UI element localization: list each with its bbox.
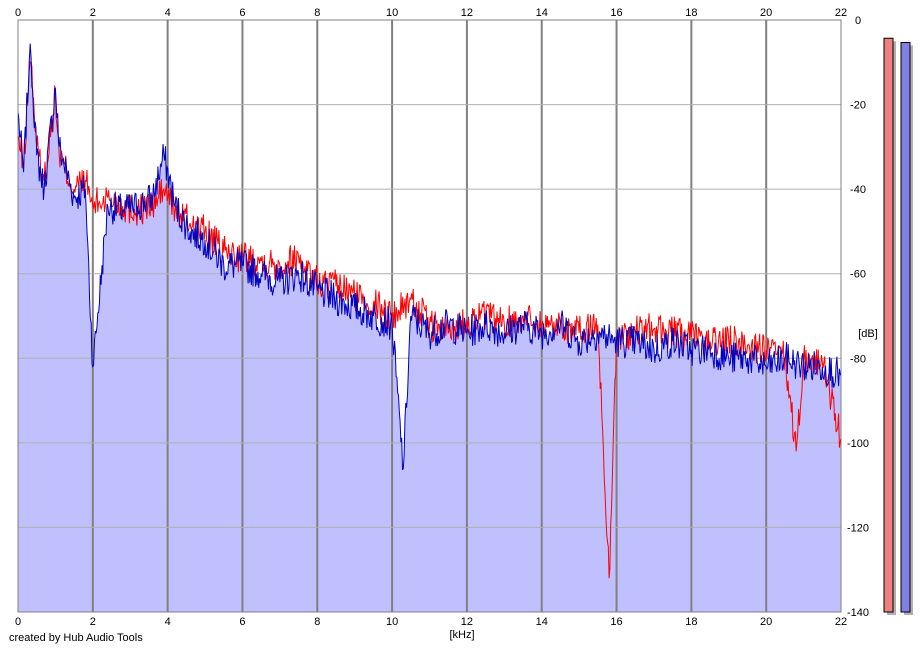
plot-border <box>17 19 842 613</box>
y-tick-label: -60 <box>850 269 866 281</box>
level-meter-blue <box>900 41 911 613</box>
x-tick-label-top: 10 <box>386 7 398 19</box>
x-tick-label-bottom: 18 <box>685 616 697 628</box>
y-tick-label: -20 <box>850 100 866 112</box>
x-tick-label-top: 6 <box>239 7 245 19</box>
x-tick-label-top: 16 <box>610 7 622 19</box>
x-tick-label-top: 8 <box>314 7 320 19</box>
x-axis-label: [kHz] <box>449 629 474 641</box>
x-tick-label-top: 2 <box>90 7 96 19</box>
level-meter-red <box>883 37 894 613</box>
y-axis-label: [dB] <box>858 328 878 340</box>
x-tick-label-bottom: 6 <box>239 616 245 628</box>
x-tick-label-bottom: 14 <box>536 616 548 628</box>
y-tick-label: -120 <box>847 522 869 534</box>
x-tick-label-bottom: 0 <box>15 616 21 628</box>
x-tick-label-bottom: 10 <box>386 616 398 628</box>
x-tick-label-bottom: 4 <box>165 616 171 628</box>
credit-text: created by Hub Audio Tools <box>9 632 143 644</box>
series-line-blue <box>18 43 841 471</box>
x-tick-label-bottom: 20 <box>760 616 772 628</box>
x-tick-label-bottom: 16 <box>610 616 622 628</box>
x-tick-label-top: 4 <box>165 7 171 19</box>
x-tick-label-top: 22 <box>835 7 847 19</box>
x-tick-label-bottom: 8 <box>314 616 320 628</box>
y-tick-label: -140 <box>847 607 869 619</box>
y-tick-label: -80 <box>850 353 866 365</box>
x-tick-label-bottom: 22 <box>835 616 847 628</box>
x-tick-label-top: 18 <box>685 7 697 19</box>
x-tick-label-top: 12 <box>461 7 473 19</box>
series-line-red <box>18 61 841 579</box>
y-tick-label: 0 <box>855 15 861 27</box>
spectrum-fill-area <box>18 43 841 612</box>
x-tick-label-top: 20 <box>760 7 772 19</box>
x-tick-label-top: 14 <box>536 7 548 19</box>
x-tick-label-bottom: 12 <box>461 616 473 628</box>
x-tick-label-bottom: 2 <box>90 616 96 628</box>
y-tick-label: -100 <box>847 438 869 450</box>
x-tick-label-top: 0 <box>15 7 21 19</box>
y-tick-label: -40 <box>850 184 866 196</box>
